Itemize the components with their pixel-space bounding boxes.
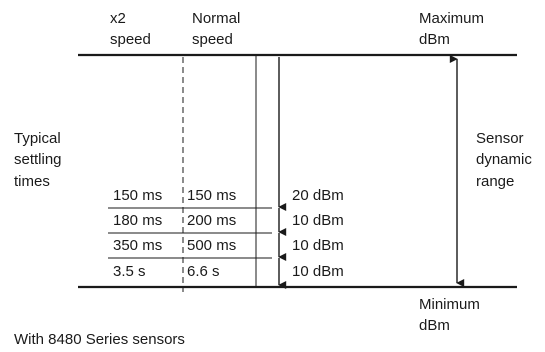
header-normal-line2: speed [192, 31, 233, 48]
row-2-range: 10 dBm [292, 212, 344, 229]
row-1-range: 20 dBm [292, 187, 344, 204]
row-2-normal-time: 200 ms [187, 212, 236, 229]
header-x2-line2: speed [110, 31, 151, 48]
row-4-normal-time: 6.6 s [187, 263, 220, 280]
row-4-x2-time: 3.5 s [113, 263, 146, 280]
row-1-normal-time: 150 ms [187, 187, 236, 204]
row-3-x2-time: 350 ms [113, 237, 162, 254]
header-x2-line1: x2 [110, 10, 126, 27]
dynamic-range-label-line3: range [476, 173, 514, 190]
minimum-label-line1: Minimum [419, 296, 480, 313]
settling-times-label-line3: times [14, 173, 50, 190]
header-normal-line1: Normal [192, 10, 240, 27]
settling-times-label-line1: Typical [14, 130, 61, 147]
minimum-label-line2: dBm [419, 317, 450, 334]
row-3-range: 10 dBm [292, 237, 344, 254]
row-2-x2-time: 180 ms [113, 212, 162, 229]
settling-times-label-line2: settling [14, 151, 62, 168]
dynamic-range-label-line2: dynamic [476, 151, 532, 168]
footnote: With 8480 Series sensors [14, 331, 185, 348]
header-maximum-line1: Maximum [419, 10, 484, 27]
row-4-range: 10 dBm [292, 263, 344, 280]
header-maximum-line2: dBm [419, 31, 450, 48]
row-3-normal-time: 500 ms [187, 237, 236, 254]
dynamic-range-label-line1: Sensor [476, 130, 524, 147]
row-1-x2-time: 150 ms [113, 187, 162, 204]
